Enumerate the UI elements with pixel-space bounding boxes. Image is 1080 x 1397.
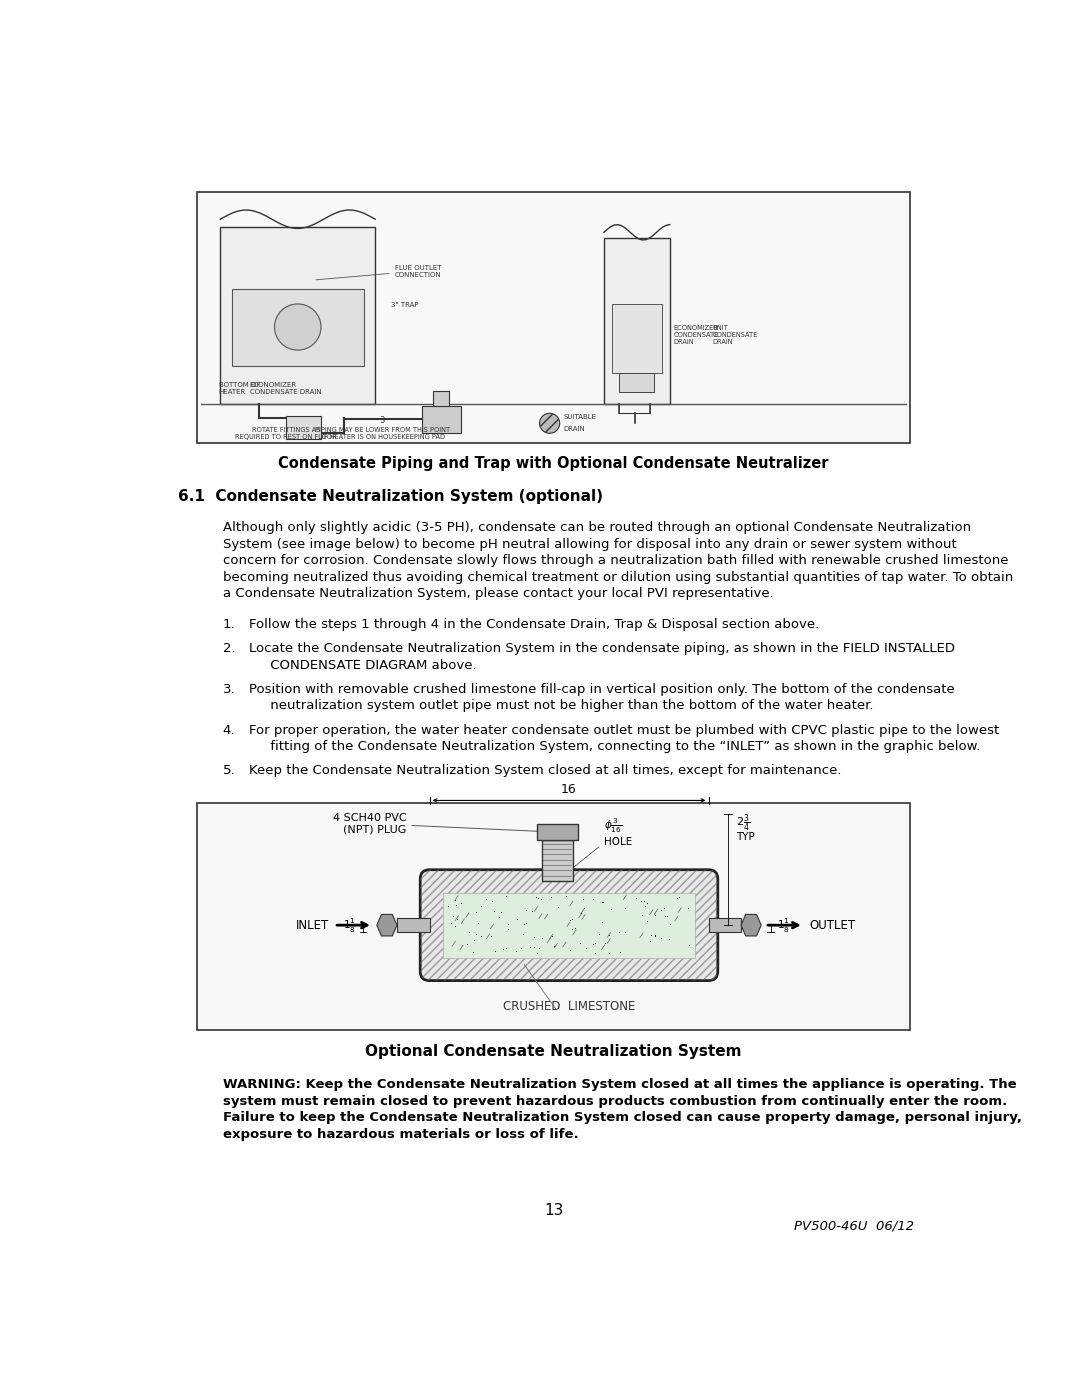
Polygon shape — [741, 915, 761, 936]
Bar — [220, 226, 375, 404]
Bar — [444, 893, 694, 957]
Bar — [197, 802, 910, 1030]
Text: Position with removable crushed limestone fill-cap in vertical position only. Th: Position with removable crushed limeston… — [248, 683, 955, 696]
Bar — [619, 373, 654, 393]
Text: 6.1  Condensate Neutralization System (optional): 6.1 Condensate Neutralization System (op… — [177, 489, 603, 504]
Text: 1.: 1. — [222, 617, 235, 630]
Text: BOTTOM OF
HEATER: BOTTOM OF HEATER — [218, 381, 260, 395]
Text: For proper operation, the water heater condensate outlet must be plumbed with CP: For proper operation, the water heater c… — [248, 724, 999, 736]
Text: Locate the Condensate Neutralization System in the condensate piping, as shown i: Locate the Condensate Neutralization Sys… — [248, 643, 955, 655]
Text: becoming neutralized thus avoiding chemical treatment or dilution using substant: becoming neutralized thus avoiding chemi… — [222, 571, 1013, 584]
Bar — [604, 239, 670, 404]
Bar — [232, 289, 364, 366]
Text: UNIT
CONDENSATE
DRAIN: UNIT CONDENSATE DRAIN — [713, 324, 758, 345]
Text: 5.: 5. — [222, 764, 235, 777]
Text: 2$\frac{3}{4}$: 2$\frac{3}{4}$ — [735, 813, 750, 834]
Text: CONDENSATE DIAGRAM above.: CONDENSATE DIAGRAM above. — [248, 658, 476, 672]
FancyBboxPatch shape — [420, 870, 718, 981]
Text: neutralization system outlet pipe must not be higher than the bottom of the wate: neutralization system outlet pipe must n… — [248, 700, 874, 712]
Bar — [708, 918, 741, 932]
Text: FLUE OUTLET
CONNECTION: FLUE OUTLET CONNECTION — [316, 264, 442, 279]
Text: fitting of the Condensate Neutralization System, connecting to the “INLET” as sh: fitting of the Condensate Neutralization… — [248, 740, 981, 753]
Text: Failure to keep the Condensate Neutralization System closed can cause property d: Failure to keep the Condensate Neutraliz… — [222, 1111, 1022, 1125]
Text: 3.: 3. — [222, 683, 235, 696]
Text: CRUSHED  LIMESTONE: CRUSHED LIMESTONE — [503, 1000, 635, 1013]
Text: 3: 3 — [379, 416, 384, 425]
Text: 1$\frac{1}{8}$: 1$\frac{1}{8}$ — [777, 916, 789, 935]
Text: PV500-46U  06/12: PV500-46U 06/12 — [794, 1220, 914, 1234]
Bar — [197, 193, 910, 443]
Circle shape — [540, 414, 559, 433]
Bar — [433, 391, 449, 407]
Text: OUTLET: OUTLET — [809, 919, 855, 932]
Text: 16: 16 — [562, 782, 577, 796]
Text: SUITABLE: SUITABLE — [564, 414, 596, 420]
Text: Follow the steps 1 through 4 in the Condensate Drain, Trap & Disposal section ab: Follow the steps 1 through 4 in the Cond… — [248, 617, 819, 630]
Text: ROTATE FITTINGS AS
REQUIRED TO REST ON FLOOR: ROTATE FITTINGS AS REQUIRED TO REST ON F… — [235, 427, 337, 440]
Text: a Condensate Neutralization System, please contact your local PVI representative: a Condensate Neutralization System, plea… — [222, 587, 773, 601]
Bar — [611, 305, 662, 373]
Text: WARNING: Keep the Condensate Neutralization System closed at all times the appli: WARNING: Keep the Condensate Neutralizat… — [222, 1078, 1016, 1091]
Bar — [542, 841, 572, 880]
Polygon shape — [377, 915, 397, 936]
Text: Keep the Condensate Neutralization System closed at all times, except for mainte: Keep the Condensate Neutralization Syste… — [248, 764, 841, 777]
Bar — [397, 918, 430, 932]
Text: 13: 13 — [544, 1203, 563, 1218]
Text: system must remain closed to prevent hazardous products combustion from continua: system must remain closed to prevent haz… — [222, 1095, 1007, 1108]
Bar — [422, 407, 460, 433]
Circle shape — [274, 305, 321, 351]
Bar — [286, 415, 321, 439]
Text: 4 SCH40 PVC
(NPT) PLUG: 4 SCH40 PVC (NPT) PLUG — [333, 813, 551, 834]
Text: 2.: 2. — [222, 643, 235, 655]
Text: exposure to hazardous materials or loss of life.: exposure to hazardous materials or loss … — [222, 1127, 578, 1141]
Text: Condensate Piping and Trap with Optional Condensate Neutralizer: Condensate Piping and Trap with Optional… — [279, 457, 828, 471]
Text: Optional Condensate Neutralization System: Optional Condensate Neutralization Syste… — [365, 1044, 742, 1059]
Text: ECONOMIZER
CONDENSATE DRAIN: ECONOMIZER CONDENSATE DRAIN — [249, 381, 322, 395]
Text: PIPING MAY BE LOWER FROM THIS POINT
IF HEATER IS ON HOUSEKEEPING PAD: PIPING MAY BE LOWER FROM THIS POINT IF H… — [315, 427, 450, 440]
Bar — [537, 823, 578, 841]
Text: 4.: 4. — [222, 724, 235, 736]
Text: $\phi\frac{3}{16}$
HOLE: $\phi\frac{3}{16}$ HOLE — [569, 817, 632, 872]
Text: 1$\frac{1}{8}$: 1$\frac{1}{8}$ — [343, 916, 356, 935]
Text: concern for corrosion. Condensate slowly flows through a neutralization bath fil: concern for corrosion. Condensate slowly… — [222, 555, 1008, 567]
Text: ECONOMIZER
CONDENSATE
DRAIN: ECONOMIZER CONDENSATE DRAIN — [674, 324, 719, 345]
Text: 3" TRAP: 3" TRAP — [391, 302, 418, 307]
Text: TYP: TYP — [735, 831, 754, 841]
Text: DRAIN: DRAIN — [564, 426, 585, 432]
Text: System (see image below) to become pH neutral allowing for disposal into any dra: System (see image below) to become pH ne… — [222, 538, 956, 550]
Text: INLET: INLET — [296, 919, 328, 932]
Text: Although only slightly acidic (3-5 PH), condensate can be routed through an opti: Although only slightly acidic (3-5 PH), … — [222, 521, 971, 534]
